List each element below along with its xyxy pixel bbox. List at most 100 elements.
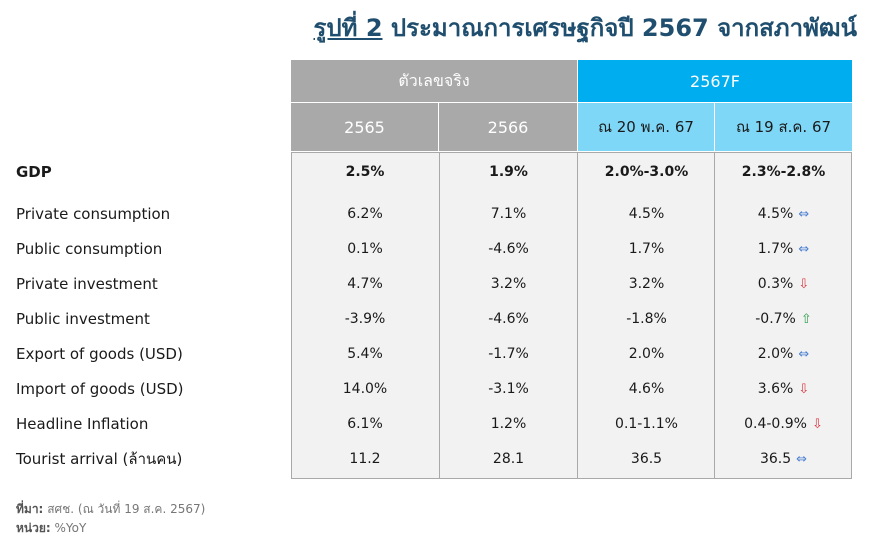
cell-value: 2.3%-2.8% [715, 155, 852, 190]
cell-value: 0.1% [291, 232, 439, 267]
cell-text: 4.6% [628, 381, 665, 397]
cell-text: 2.0% [628, 346, 665, 362]
source-text: สศช. (ณ วันที่ 19 ส.ค. 2567) [47, 502, 206, 516]
cell-text: 0.4-0.9% [744, 416, 807, 432]
row-label: Tourist arrival (ล้านคน) [16, 450, 183, 468]
cell-text: -0.7% [755, 311, 796, 327]
row-label: Private consumption [16, 205, 171, 223]
cell-text: -4.6% [488, 241, 529, 257]
cell-value: -3.9% [291, 302, 439, 337]
header-actual: ตัวเลขจริง [291, 60, 577, 102]
cell-text: -3.9% [344, 311, 386, 327]
cell-text: 2.0% [757, 346, 794, 362]
cell-value: 11.2 [291, 442, 439, 477]
cell-text: 14.0% [342, 381, 388, 397]
unit-note: หน่วย: %YoY [16, 519, 86, 538]
cell-text: 4.7% [347, 276, 383, 292]
arrow-down-icon: ⇩ [798, 277, 810, 292]
table-row: Tourist arrival (ล้านคน) 11.2 28.1 36.5 36.5… [0, 442, 877, 477]
row-label: Public investment [16, 310, 150, 328]
cell-text: 2.3%-2.8% [741, 164, 826, 180]
cell-value: 7.1% [439, 197, 578, 232]
cell-text: 1.7% [757, 241, 794, 257]
cell-value: 2.0%-3.0% [578, 155, 715, 190]
page-title: รูปที่ 2 ประมาณการเศรษฐกิจปี 2567 จากสภา… [314, 8, 857, 47]
cell-value: -4.6% [439, 232, 578, 267]
cell-value: 6.1% [291, 407, 439, 442]
arrow-left-right-icon: ⇔ [798, 347, 810, 362]
cell-text: 0.3% [757, 276, 794, 292]
row-label: Public consumption [16, 240, 163, 258]
cell-text: 3.6% [757, 381, 794, 397]
cell-text: 6.1% [347, 416, 383, 432]
cell-value: 4.5% [578, 197, 715, 232]
cell-text: 4.5% [628, 206, 665, 222]
cell-value: 36.5 [578, 442, 715, 477]
column-header-2565: 2565 [291, 103, 438, 151]
cell-text: 6.2% [347, 206, 383, 222]
cell-text: 1.7% [628, 241, 665, 257]
cell-value: 0.3% ⇩ [715, 267, 852, 302]
table-row: GDP 2.5% 1.9% 2.0%-3.0% 2.3%-2.8% [0, 155, 877, 190]
cell-value: -0.7% ⇧ [715, 302, 852, 337]
figure-number: รูปที่ 2 [313, 14, 383, 42]
figure-title: ประมาณการเศรษฐกิจปี 2567 จากสภาพัฒน์ [390, 14, 857, 42]
cell-text: 7.1% [490, 206, 527, 222]
cell-text: 36.5 [630, 451, 663, 467]
cell-text: 5.4% [347, 346, 383, 362]
cell-value: 36.5 ⇔ [715, 442, 852, 477]
arrow-left-right-icon: ⇔ [798, 242, 810, 257]
column-header-aug-forecast: ณ 19 ส.ค. 67 [715, 103, 852, 151]
cell-value: 0.1-1.1% [578, 407, 715, 442]
cell-text: 0.1-1.1% [615, 416, 678, 432]
column-header-may-forecast: ณ 20 พ.ค. 67 [578, 103, 714, 151]
cell-text: 36.5 [759, 451, 792, 467]
cell-text: -3.1% [488, 381, 529, 397]
column-header-2566: 2566 [439, 103, 577, 151]
table-row: Headline Inflation 6.1% 1.2% 0.1-1.1% 0.4-0.… [0, 407, 877, 442]
table-row: Public consumption 0.1% -4.6% 1.7% 1.7% ⇔ [0, 232, 877, 267]
table-row: Public investment -3.9% -4.6% -1.8% -0.7% ⇧ [0, 302, 877, 337]
row-label: Headline Inflation [16, 415, 149, 433]
cell-value: -3.1% [439, 372, 578, 407]
cell-text: -1.7% [488, 346, 529, 362]
table-row: Export of goods (USD) 5.4% -1.7% 2.0% 2.0% ⇔ [0, 337, 877, 372]
arrow-down-icon: ⇩ [811, 417, 823, 432]
cell-text: 2.0%-3.0% [604, 164, 689, 180]
cell-text: 0.1% [347, 241, 383, 257]
cell-value: 3.2% [439, 267, 578, 302]
source-note: ที่มา: สศช. (ณ วันที่ 19 ส.ค. 2567) [16, 500, 205, 519]
column-divider [577, 152, 578, 479]
cell-value: 3.6% ⇩ [715, 372, 852, 407]
table-row: Private consumption 6.2% 7.1% 4.5% 4.5% ⇔ [0, 197, 877, 232]
cell-value: 1.7% ⇔ [715, 232, 852, 267]
cell-text: 28.1 [492, 451, 525, 467]
cell-value: 1.9% [439, 155, 578, 190]
table-row: Import of goods (USD) 14.0% -3.1% 4.6% 3.6% ⇩ [0, 372, 877, 407]
table-row: Private investment 4.7% 3.2% 3.2% 0.3% ⇩ [0, 267, 877, 302]
cell-value: 4.5% ⇔ [715, 197, 852, 232]
cell-value: 4.7% [291, 267, 439, 302]
cell-value: 28.1 [439, 442, 578, 477]
cell-text: 2.5% [345, 164, 385, 180]
column-divider [439, 152, 440, 479]
cell-text: 1.2% [490, 416, 527, 432]
cell-value: -1.7% [439, 337, 578, 372]
cell-text: 1.9% [489, 164, 528, 180]
cell-value: 4.6% [578, 372, 715, 407]
row-label: Private investment [16, 275, 158, 293]
row-label: Export of goods (USD) [16, 345, 183, 363]
unit-text: %YoY [54, 521, 87, 535]
source-label: ที่มา: [16, 502, 44, 516]
cell-value: 14.0% [291, 372, 439, 407]
cell-text: -1.8% [626, 311, 667, 327]
cell-value: 2.5% [291, 155, 439, 190]
row-label: GDP [16, 163, 52, 181]
cell-value: 2.0% [578, 337, 715, 372]
cell-value: 2.0% ⇔ [715, 337, 852, 372]
cell-value: 1.7% [578, 232, 715, 267]
cell-text: 11.2 [349, 451, 381, 467]
column-divider [714, 152, 715, 479]
row-label: Import of goods (USD) [16, 380, 184, 398]
arrow-left-right-icon: ⇔ [798, 207, 810, 222]
